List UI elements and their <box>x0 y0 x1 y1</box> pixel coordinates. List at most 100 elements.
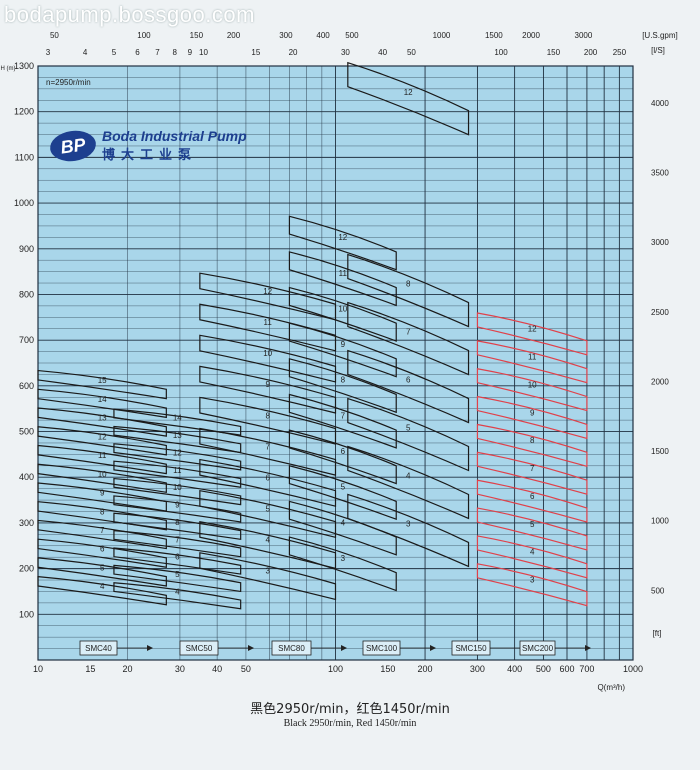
y-tick-label: 900 <box>19 244 34 254</box>
right-ft-tick-label: 3000 <box>651 238 669 247</box>
stage-label: 12 <box>338 233 347 242</box>
pump-envelope-smc100-stage-4 <box>288 500 397 556</box>
pump-envelope-smc200-stage-9 <box>476 395 588 440</box>
stage-label: 8 <box>341 376 346 385</box>
stage-label: 5 <box>175 570 180 579</box>
stage-label: 14 <box>173 414 182 423</box>
speed-note: n=2950r/min <box>46 78 91 87</box>
right-ft-tick-label: 4000 <box>651 99 669 108</box>
logo-name-cn: 博大工业泵 <box>102 148 198 163</box>
pump-envelope-smc80-stage-5 <box>199 489 337 539</box>
series-label: SMC200 <box>522 644 554 653</box>
top-ls-tick-label: 250 <box>613 48 627 57</box>
pump-envelope-smc150-stage-4 <box>347 445 470 520</box>
x-tick-label: 10 <box>33 664 43 674</box>
pump-envelope-smc80-stage-11 <box>199 303 337 352</box>
top-ls-tick-label: 150 <box>547 48 561 57</box>
stage-label: 4 <box>100 582 105 591</box>
x-tick-label: 50 <box>241 664 251 674</box>
stage-label: 6 <box>406 376 411 385</box>
pump-envelope-smc100-stage-3 <box>288 536 397 592</box>
stage-label: 13 <box>98 414 107 423</box>
right-ft-tick-label: 1500 <box>651 447 669 456</box>
stage-label: 4 <box>175 587 180 596</box>
stage-label: 7 <box>341 411 346 420</box>
pump-envelope-smc40-stage-10 <box>37 463 167 494</box>
pump-envelope-smc100-stage-12 <box>288 215 397 271</box>
stage-label: 8 <box>530 436 535 445</box>
stage-label: 14 <box>98 395 107 404</box>
stage-label: 11 <box>98 451 107 460</box>
pump-envelope-smc200-stage-7 <box>476 451 588 495</box>
pump-envelope-smc80-stage-8 <box>199 396 337 445</box>
top-ls-tick-label: 5 <box>112 48 117 57</box>
x-tick-label: 20 <box>123 664 133 674</box>
pump-envelope-smc80-stage-3 <box>199 552 337 601</box>
top-ls-tick-label: 20 <box>289 48 298 57</box>
right-axis-label: [ft] <box>653 629 662 638</box>
pump-envelope-smc200-stage-3 <box>476 563 588 607</box>
stage-label: 9 <box>530 408 535 417</box>
x-tick-label: 600 <box>559 664 574 674</box>
top-ls-tick-label: 10 <box>199 48 208 57</box>
pump-envelope-smc100-stage-8 <box>288 358 397 414</box>
pump-envelope-smc200-stage-4 <box>476 535 588 579</box>
pump-envelope-smc80-stage-4 <box>199 521 337 570</box>
pump-envelope-smc80-stage-10 <box>199 334 337 383</box>
series-arrow-head <box>341 645 347 651</box>
top-gpm-tick-label: 300 <box>279 31 293 40</box>
top-ls-tick-label: 200 <box>584 48 598 57</box>
stage-label: 7 <box>175 535 180 544</box>
pump-envelope-smc150-stage-8 <box>347 253 470 328</box>
stage-label: 9 <box>100 489 105 498</box>
top-ls-tick-label: 3 <box>46 48 51 57</box>
top-gpm-tick-label: 50 <box>50 31 59 40</box>
logo-name: Boda Industrial Pump <box>102 128 247 144</box>
series-arrow-head <box>147 645 153 651</box>
stage-label: 10 <box>173 483 182 492</box>
top-gpm-tick-label: 2000 <box>522 31 540 40</box>
pump-envelope-smc150-stage-12 <box>347 61 470 136</box>
stage-label: 7 <box>100 526 105 535</box>
pump-envelope-smc40-stage-14 <box>37 388 167 419</box>
stage-label: 6 <box>100 545 105 554</box>
pump-envelope-smc200-stage-10 <box>476 368 588 412</box>
y-tick-label: 700 <box>19 335 34 345</box>
caption-chinese: 黑色2950r/min，红色1450r/min <box>250 702 450 717</box>
y-tick-label: 500 <box>19 427 34 437</box>
x-tick-label: 15 <box>85 664 95 674</box>
pump-envelope-smc200-stage-5 <box>476 507 588 551</box>
stage-label: 5 <box>406 424 411 433</box>
series-label: SMC150 <box>455 644 487 653</box>
pump-envelope-smc40-stage-12 <box>37 426 167 456</box>
stage-label: 12 <box>263 287 272 296</box>
series-label: SMC40 <box>85 644 112 653</box>
pump-envelope-smc40-stage-6 <box>37 538 167 568</box>
pump-envelope-smc150-stage-5 <box>347 397 470 472</box>
top-ls-tick-label: 7 <box>155 48 160 57</box>
right-ft-tick-label: 3500 <box>651 169 669 178</box>
pump-envelope-smc100-stage-10 <box>288 286 397 342</box>
x-tick-label: 40 <box>212 664 222 674</box>
stage-label: 9 <box>265 380 270 389</box>
y-tick-label: 300 <box>19 518 34 528</box>
pump-envelope-smc150-stage-6 <box>347 349 470 424</box>
x-axis-label: Q(m³/h) <box>597 683 625 692</box>
stage-label: 8 <box>100 507 105 516</box>
stage-label: 15 <box>98 376 107 385</box>
pump-envelope-smc100-stage-5 <box>288 464 397 521</box>
top-axis-gpm-label: [U.S.gpm] <box>642 31 678 40</box>
x-tick-label: 150 <box>380 664 395 674</box>
series-arrow-head <box>248 645 254 651</box>
top-ls-tick-label: 8 <box>172 48 177 57</box>
y-tick-label: 100 <box>19 609 34 619</box>
stage-label: 6 <box>530 492 535 501</box>
stage-label: 12 <box>98 432 107 441</box>
top-gpm-tick-label: 3000 <box>575 31 593 40</box>
brand-logo: BP Boda Industrial Pump 博大工业泵 <box>48 127 247 164</box>
y-tick-label: 1100 <box>15 152 34 162</box>
x-tick-label: 500 <box>536 664 551 674</box>
top-ls-tick-label: 4 <box>83 48 88 57</box>
pump-envelope-smc50-stage-4 <box>113 582 242 610</box>
top-gpm-tick-label: 500 <box>345 31 359 40</box>
